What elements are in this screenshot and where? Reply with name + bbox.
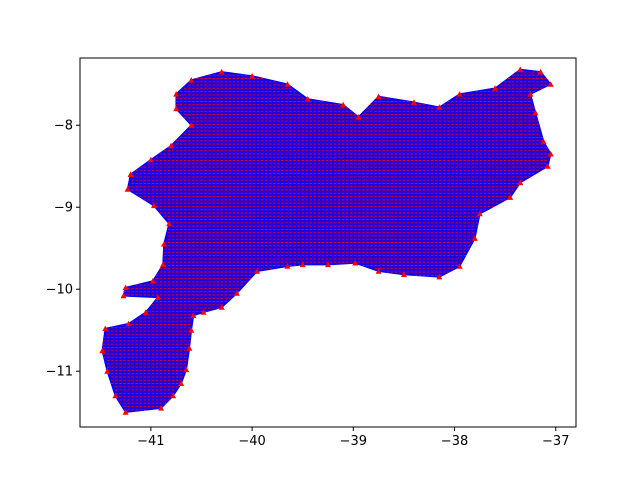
- boundary-point: [158, 405, 164, 411]
- boundary-point: [517, 66, 524, 72]
- boundary-point: [190, 312, 197, 318]
- boundary-point: [188, 122, 195, 128]
- boundary-point: [178, 380, 185, 386]
- boundary-point: [456, 263, 463, 269]
- grid-points: [103, 71, 551, 411]
- boundary-point: [142, 309, 149, 315]
- boundary-point: [254, 268, 261, 274]
- boundary-point: [476, 210, 483, 217]
- boundary-point: [517, 179, 524, 186]
- plot-frame: [79, 57, 577, 428]
- boundary-point: [120, 292, 127, 299]
- boundary-point: [456, 91, 463, 97]
- boundary-point: [150, 202, 157, 209]
- y-tick-label: −10: [46, 283, 73, 298]
- y-tick-label: −8: [54, 119, 73, 134]
- boundary-point: [436, 273, 443, 280]
- boundary-point: [284, 263, 291, 269]
- boundary-point: [186, 345, 193, 351]
- boundary-point: [147, 156, 154, 163]
- boundary-point: [355, 114, 362, 120]
- x-axis: −41 −40 −39 −38 −37: [137, 427, 569, 449]
- points-layer: [99, 66, 554, 415]
- boundary-point: [532, 109, 539, 116]
- x-tick-label: −38: [441, 434, 468, 449]
- boundary-point: [340, 101, 347, 108]
- boundary-point: [400, 271, 407, 277]
- y-tick-label: −9: [54, 201, 73, 216]
- boundary-point: [527, 91, 534, 97]
- boundary-point: [104, 368, 111, 374]
- boundary-point: [166, 220, 173, 227]
- boundary-point: [122, 409, 129, 415]
- x-tick-label: −37: [542, 434, 569, 449]
- boundary-point: [149, 278, 156, 284]
- boundary-point: [218, 68, 225, 75]
- boundary-point: [218, 304, 225, 310]
- boundary-point: [161, 241, 167, 247]
- boundary-point: [492, 85, 498, 91]
- boundary-point: [544, 163, 551, 169]
- boundary-point: [173, 91, 180, 97]
- boundary-point: [200, 309, 207, 315]
- boundary-point: [173, 105, 180, 112]
- boundary-point: [125, 320, 132, 327]
- boundary-point: [375, 268, 382, 274]
- x-tick-label: −41: [137, 434, 164, 449]
- x-tick-label: −40: [238, 434, 265, 449]
- boundary-point: [99, 347, 106, 354]
- boundary-point: [112, 392, 119, 399]
- boundary-point: [325, 261, 331, 268]
- y-axis: −11 −10 −9 −8: [46, 119, 80, 380]
- boundary-point: [547, 150, 554, 157]
- boundary-point: [471, 235, 478, 241]
- boundary-point: [537, 68, 544, 75]
- boundary-point: [436, 104, 443, 110]
- boundary-point: [183, 366, 190, 373]
- boundary-point: [299, 261, 306, 268]
- boundary-point: [160, 261, 166, 268]
- boundary-point: [284, 81, 291, 87]
- boundary-point: [540, 138, 547, 145]
- boundary-point: [168, 142, 175, 149]
- boundary-point: [188, 327, 195, 333]
- boundary-point: [127, 171, 134, 177]
- boundary-point: [233, 290, 240, 296]
- boundary-point: [352, 260, 359, 266]
- boundary-point: [507, 194, 514, 200]
- boundary-point: [249, 73, 256, 79]
- x-tick-label: −39: [340, 434, 367, 449]
- boundary-point: [188, 77, 195, 83]
- boundary-point: [124, 186, 131, 192]
- boundary-point: [375, 93, 382, 99]
- boundary-point: [122, 284, 129, 291]
- boundary-point: [102, 325, 109, 332]
- boundary-point: [154, 294, 161, 300]
- y-tick-label: −11: [46, 365, 73, 380]
- boundary-point: [304, 96, 311, 102]
- boundary-point: [170, 392, 177, 399]
- boundary-point: [411, 99, 417, 105]
- boundary-point: [547, 81, 554, 87]
